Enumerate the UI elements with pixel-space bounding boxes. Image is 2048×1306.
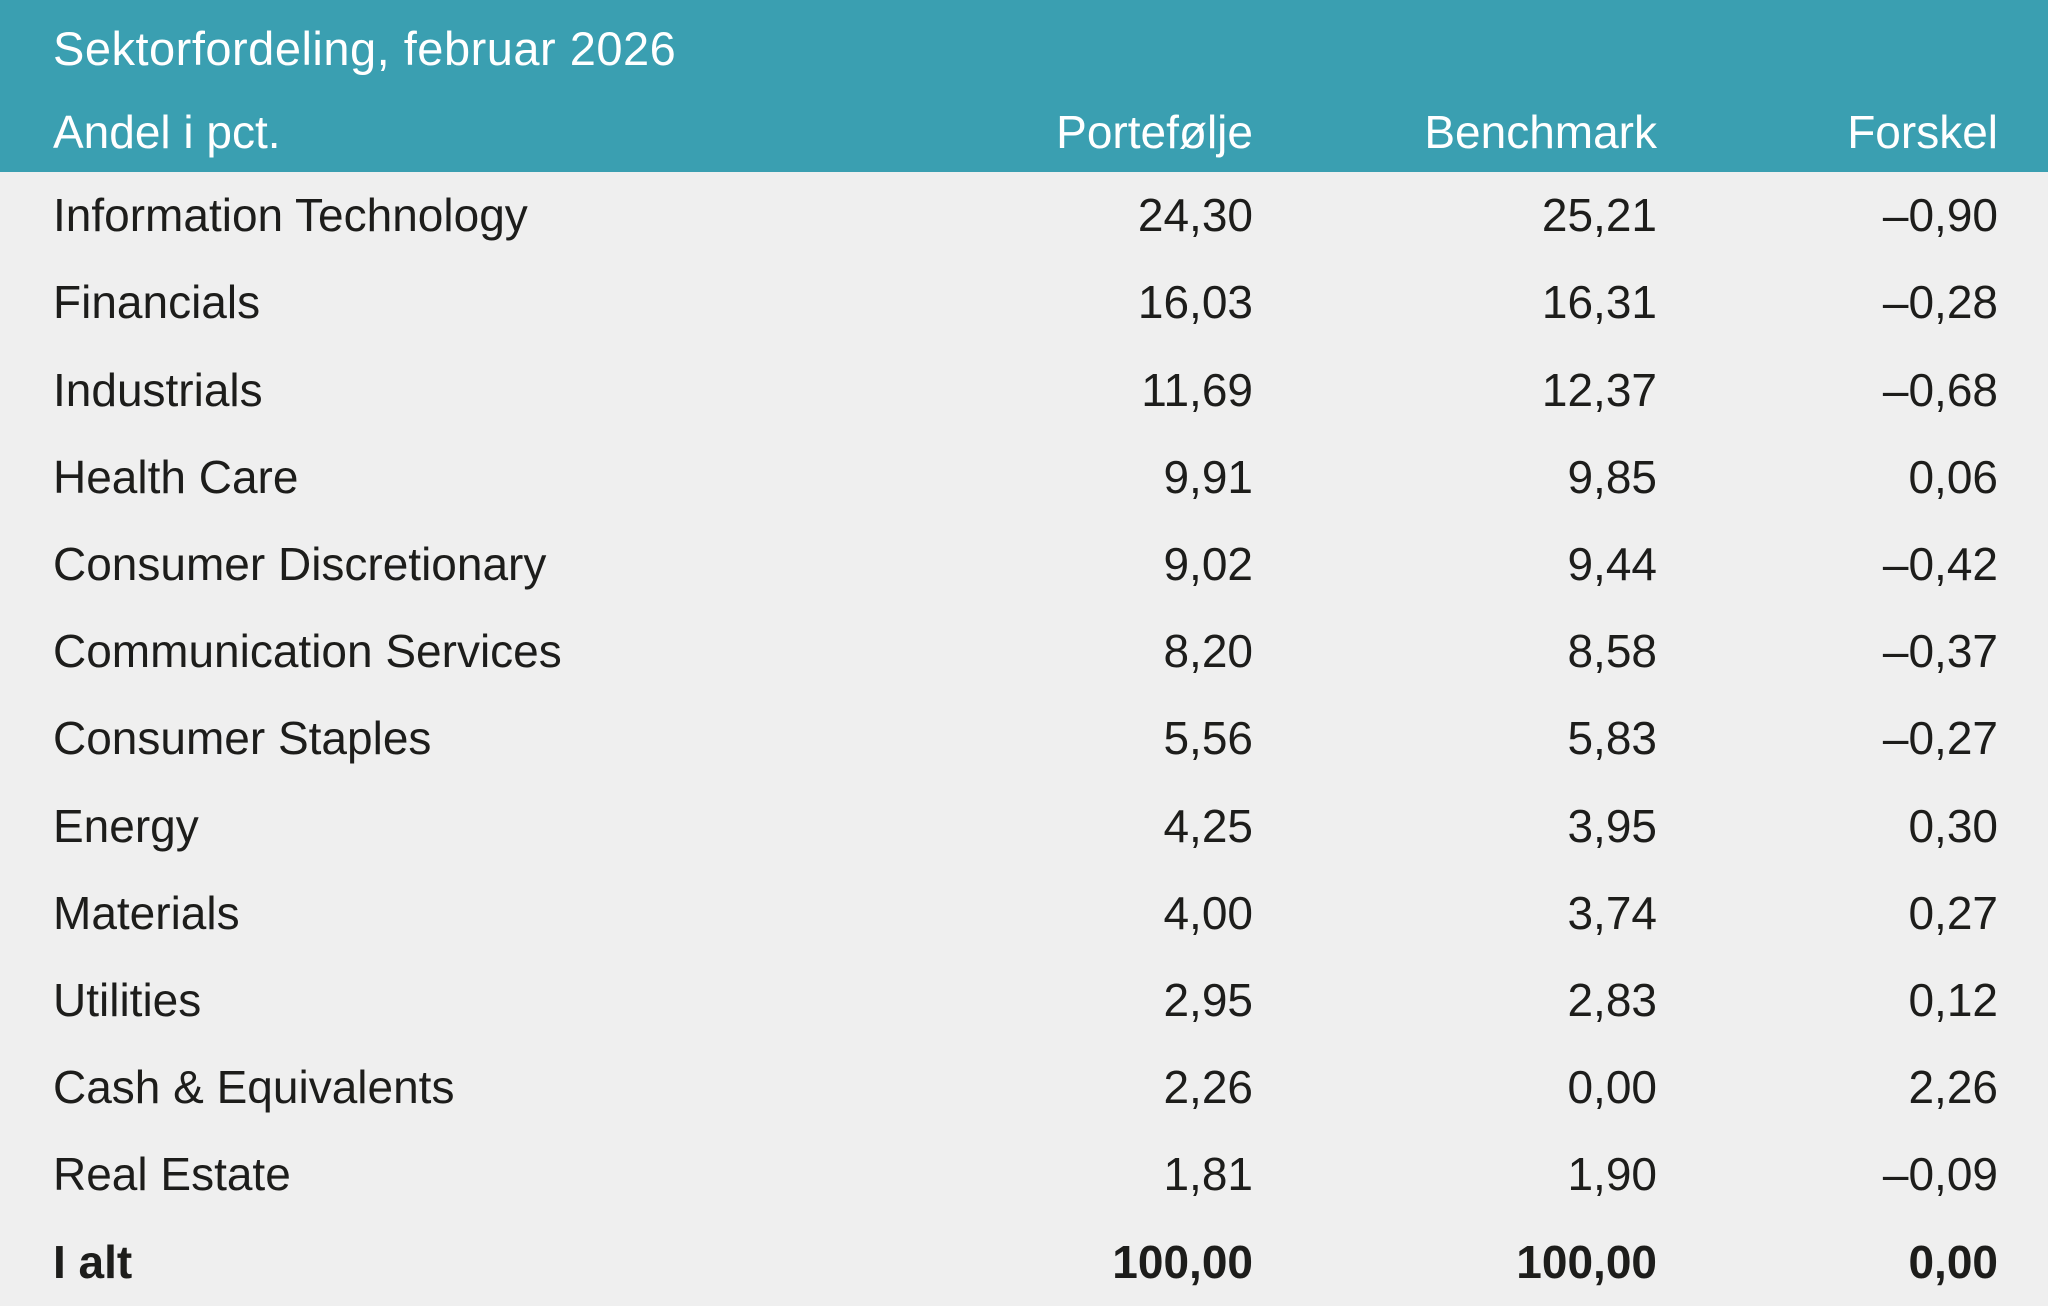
cell-portfolio: 16,03 (1137, 276, 1253, 329)
column-header-benchmark: Benchmark (1424, 106, 1657, 159)
cell-portfolio: 24,30 (1137, 189, 1253, 242)
cell-portfolio: 9,91 (1163, 450, 1253, 503)
cell-portfolio: 1,81 (1163, 1148, 1253, 1201)
cell-benchmark: 0,00 (1567, 1061, 1657, 1114)
cell-difference: 0,00 (1908, 1235, 1998, 1288)
cell-portfolio: 2,95 (1163, 973, 1253, 1026)
table-total-row: I alt 100,00 100,00 0,00 (53, 1218, 1998, 1305)
cell-benchmark: 100,00 (1516, 1235, 1657, 1288)
cell-difference: –0,09 (1882, 1148, 1998, 1201)
cell-portfolio: 4,00 (1163, 886, 1253, 939)
table-row: Information Technology 24,30 25,21 –0,90 (53, 172, 1998, 259)
cell-difference: –0,90 (1882, 189, 1998, 242)
cell-difference: 0,06 (1908, 450, 1998, 503)
table-row: Cash & Equivalents 2,26 0,00 2,26 (53, 1044, 1998, 1131)
table-row: Communication Services 8,20 8,58 –0,37 (53, 608, 1998, 695)
table-row: Financials 16,03 16,31 –0,28 (53, 259, 1998, 346)
cell-difference: –0,28 (1882, 276, 1998, 329)
cell-sector: Consumer Staples (53, 712, 432, 765)
cell-portfolio: 100,00 (1112, 1235, 1253, 1288)
cell-sector: I alt (53, 1235, 133, 1288)
cell-benchmark: 9,44 (1567, 538, 1657, 591)
cell-portfolio: 8,20 (1163, 625, 1253, 678)
table-row: Real Estate 1,81 1,90 –0,09 (53, 1131, 1998, 1218)
table-title: Sektorfordeling, februar 2026 (53, 22, 677, 75)
table-row: Industrials 11,69 12,37 –0,68 (53, 346, 1998, 433)
cell-benchmark: 5,83 (1567, 712, 1657, 765)
table-body: Information Technology 24,30 25,21 –0,90 Fin… (0, 172, 2048, 1305)
cell-sector: Financials (53, 276, 261, 329)
cell-benchmark: 9,85 (1567, 450, 1657, 503)
cell-sector: Utilities (53, 973, 202, 1026)
table-row: Consumer Discretionary 9,02 9,44 –0,42 (53, 521, 1998, 608)
cell-benchmark: 2,83 (1567, 973, 1657, 1026)
cell-sector: Consumer Discretionary (53, 538, 547, 591)
cell-portfolio: 11,69 (1141, 363, 1253, 416)
cell-difference: –0,27 (1882, 712, 1998, 765)
cell-difference: 0,27 (1908, 886, 1998, 939)
cell-sector: Real Estate (53, 1148, 291, 1201)
cell-difference: –0,37 (1882, 625, 1998, 678)
cell-portfolio: 5,56 (1163, 712, 1253, 765)
cell-sector: Health Care (53, 450, 299, 503)
table-row: Consumer Staples 5,56 5,83 –0,27 (53, 695, 1998, 782)
cell-difference: –0,68 (1882, 363, 1998, 416)
cell-portfolio: 9,02 (1163, 538, 1253, 591)
cell-sector: Energy (53, 799, 199, 852)
cell-sector: Cash & Equivalents (53, 1061, 455, 1114)
cell-benchmark: 3,74 (1567, 886, 1657, 939)
column-header-portfolio: Portefølje (1056, 106, 1253, 159)
cell-benchmark: 16,31 (1541, 276, 1657, 329)
column-header-difference: Forskel (1847, 106, 1998, 159)
table-row: Utilities 2,95 2,83 0,12 (53, 957, 1998, 1044)
cell-difference: 0,30 (1908, 799, 1998, 852)
table-header: Sektorfordeling, februar 2026 Andel i pc… (0, 0, 2048, 172)
cell-difference: –0,42 (1882, 538, 1998, 591)
cell-benchmark: 8,58 (1567, 625, 1657, 678)
cell-benchmark: 1,90 (1567, 1148, 1657, 1201)
column-header-share-pct: Andel i pct. (53, 106, 281, 159)
cell-difference: 0,12 (1908, 973, 1998, 1026)
cell-portfolio: 2,26 (1163, 1061, 1253, 1114)
cell-sector: Information Technology (53, 189, 528, 242)
cell-portfolio: 4,25 (1163, 799, 1253, 852)
cell-difference: 2,26 (1908, 1061, 1998, 1114)
table-row: Health Care 9,91 9,85 0,06 (53, 434, 1998, 521)
cell-benchmark: 3,95 (1567, 799, 1657, 852)
cell-benchmark: 25,21 (1541, 189, 1657, 242)
cell-sector: Materials (53, 886, 240, 939)
cell-sector: Communication Services (53, 625, 562, 678)
table-row: Materials 4,00 3,74 0,27 (53, 870, 1998, 957)
cell-sector: Industrials (53, 363, 263, 416)
column-header-row: Andel i pct. Portefølje Benchmark Forske… (53, 107, 1998, 158)
table-row: Energy 4,25 3,95 0,30 (53, 782, 1998, 869)
cell-benchmark: 12,37 (1541, 363, 1657, 416)
